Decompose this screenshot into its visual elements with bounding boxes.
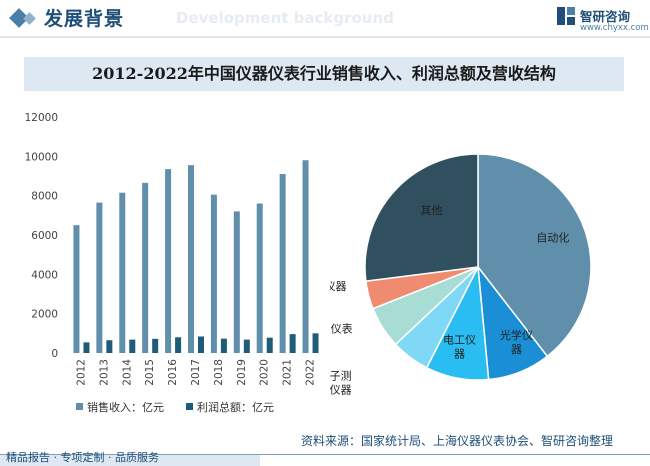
x-tick-label: 2016 <box>167 359 179 386</box>
profit-bar <box>289 334 296 353</box>
y-tick-label: 4000 <box>31 269 58 281</box>
profit-bar <box>175 337 182 353</box>
brand-logo-icon <box>557 7 575 25</box>
brand-url: www.chyxx.com <box>580 23 649 33</box>
profit-bar <box>243 339 250 353</box>
x-tick-label: 2017 <box>190 359 202 386</box>
x-tick-label: 2022 <box>305 359 317 386</box>
chart-title-band: 2012-2022年中国仪器仪表行业销售收入、利润总额及营收结构 <box>24 57 624 91</box>
y-tick-label: 6000 <box>31 230 58 242</box>
x-tick-label: 2012 <box>75 359 87 386</box>
revenue-bar <box>233 211 240 353</box>
x-tick-label: 2018 <box>213 359 225 386</box>
x-tick-label: 2014 <box>121 359 133 386</box>
x-tick-label: 2021 <box>282 359 294 386</box>
footer-divider <box>0 454 650 455</box>
chart-title: 2012-2022年中国仪器仪表行业销售收入、利润总额及营收结构 <box>92 64 556 83</box>
revenue-bar <box>302 160 309 353</box>
pie-chart: 自动化光学仪器电工仪器电子测量仪器 供应仪表 分析仪器 其他 <box>330 153 592 396</box>
y-tick-label: 2000 <box>31 309 58 321</box>
profit-bar <box>220 338 227 353</box>
x-tick-label: 2020 <box>259 359 271 386</box>
header-divider <box>0 36 650 38</box>
revenue-bar <box>165 169 172 353</box>
profit-bar <box>266 337 273 353</box>
x-tick-label: 2019 <box>236 359 248 386</box>
legend-revenue-label: 销售收入：亿元 <box>87 400 164 414</box>
y-tick-label: 12000 <box>25 112 58 124</box>
pie-slice-label: 分析仪器 <box>330 279 347 293</box>
profit-bar <box>83 342 90 353</box>
pie-slice-label: 电工仪器 <box>443 334 476 361</box>
footer-services: 精品报告 · 专项定制 · 品质服务 <box>6 451 159 464</box>
revenue-bar <box>279 174 286 353</box>
pie-slice-label: 电子测量仪器 <box>330 369 352 396</box>
profit-bar <box>312 333 319 353</box>
profit-bar <box>106 340 113 353</box>
section-subtitle: Development background <box>176 9 394 27</box>
footer-band <box>0 455 260 466</box>
pie-slice-label: 供应仪表 <box>330 322 353 336</box>
revenue-bar <box>73 225 80 353</box>
legend-profit-label: 利润总额：亿元 <box>197 400 274 414</box>
pie-slice-label: 其他 <box>420 204 442 217</box>
section-title: 发展背景 <box>44 8 125 30</box>
page-footer: 精品报告 · 专项定制 · 品质服务 <box>0 451 650 466</box>
brand-name: 智研咨询 <box>580 9 631 24</box>
revenue-bar <box>142 182 149 353</box>
pie-slice-label: 光学仪器 <box>500 328 533 356</box>
profit-bar <box>152 338 159 353</box>
revenue-bar <box>119 192 126 353</box>
profit-bar <box>129 339 136 353</box>
brand-logo[interactable]: 智研咨询 www.chyxx.com <box>556 5 649 35</box>
profit-bar <box>198 336 204 353</box>
pie-slice-label: 自动化 <box>536 230 569 244</box>
pie-slice <box>477 153 592 358</box>
revenue-bar <box>256 203 263 353</box>
page-header: 发展背景 Development background 智研咨询 www.chy… <box>0 0 650 38</box>
y-tick-label: 10000 <box>25 151 58 163</box>
pie-slice <box>364 153 479 283</box>
x-tick-label: 2015 <box>144 359 156 386</box>
x-tick-label: 2013 <box>98 359 110 386</box>
y-tick-label: 8000 <box>31 191 58 203</box>
revenue-bar <box>210 194 217 353</box>
legend-revenue-swatch <box>76 403 83 410</box>
revenue-bar <box>188 165 194 353</box>
bar-chart: 0 2000 4000 6000 8000 10000 12000 2012 2013 2014 2… <box>25 112 319 414</box>
data-source: 资料来源：国家统计局、上海仪器仪表协会、智研咨询整理 <box>301 434 614 448</box>
y-tick-label: 0 <box>51 348 58 360</box>
revenue-bar <box>96 202 103 353</box>
legend-profit-swatch <box>186 403 193 410</box>
